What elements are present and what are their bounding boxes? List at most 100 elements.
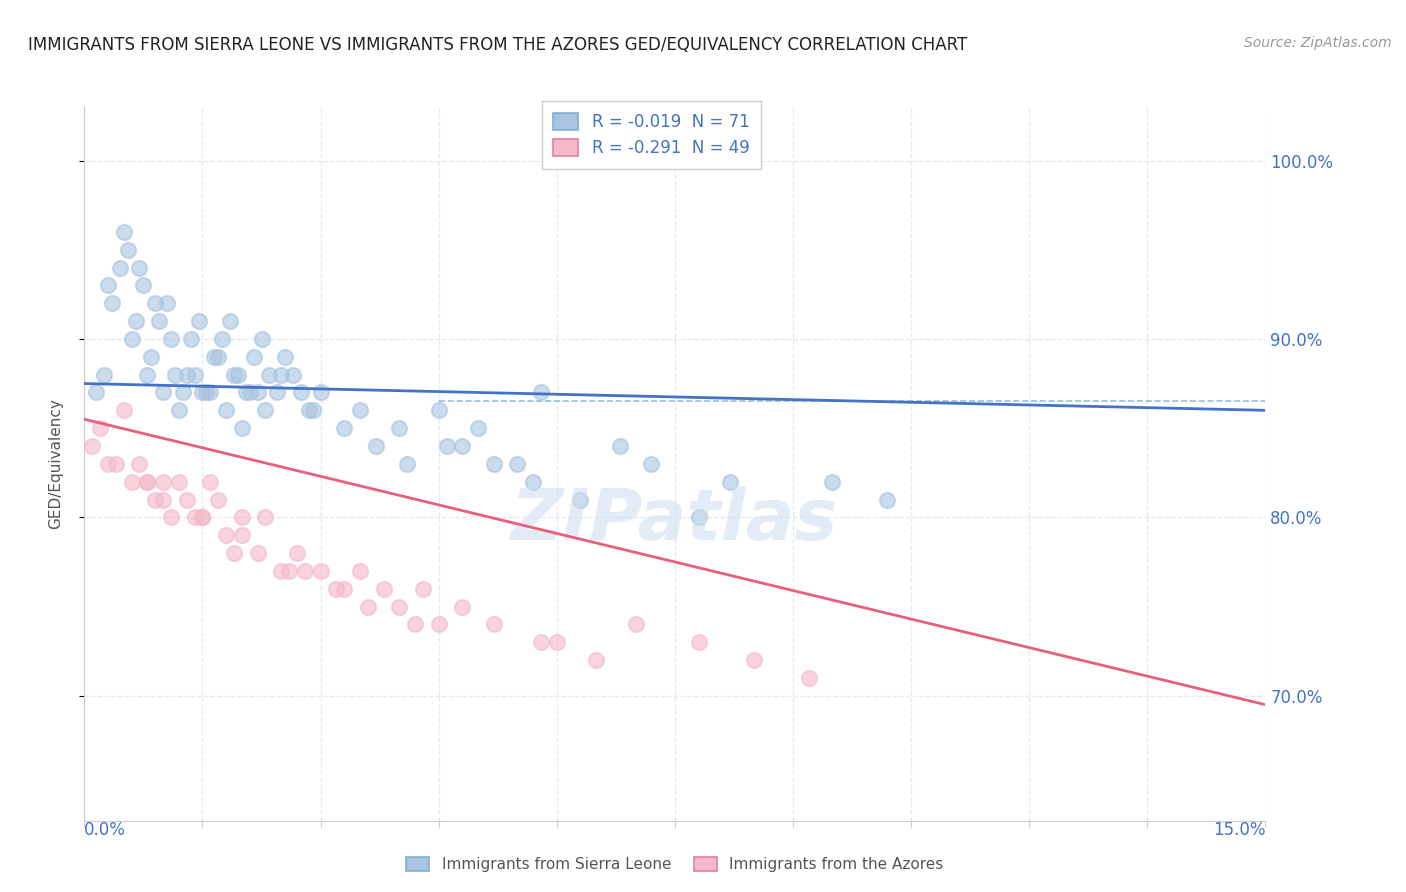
- Point: [364, 439, 387, 453]
- Point: [281, 368, 304, 382]
- Point: [143, 492, 166, 507]
- Point: [136, 368, 159, 382]
- Point: [207, 350, 229, 364]
- Point: [357, 599, 380, 614]
- Point: [506, 457, 529, 471]
- Point: [333, 582, 356, 596]
- Point: [298, 403, 321, 417]
- Point: [451, 439, 474, 453]
- Point: [388, 421, 411, 435]
- Point: [136, 475, 159, 489]
- Point: [141, 350, 163, 364]
- Point: [294, 564, 316, 578]
- Point: [84, 385, 107, 400]
- Point: [290, 385, 312, 400]
- Point: [215, 403, 238, 417]
- Point: [333, 421, 356, 435]
- Point: [585, 653, 607, 667]
- Text: ZIPatlas: ZIPatlas: [512, 486, 838, 556]
- Point: [167, 475, 190, 489]
- Point: [530, 385, 553, 400]
- Point: [250, 332, 273, 346]
- Point: [624, 617, 647, 632]
- Point: [167, 403, 190, 417]
- Point: [259, 368, 281, 382]
- Point: [215, 528, 238, 542]
- Point: [160, 332, 183, 346]
- Point: [349, 564, 371, 578]
- Point: [211, 332, 233, 346]
- Point: [222, 368, 245, 382]
- Point: [254, 403, 277, 417]
- Point: [152, 475, 174, 489]
- Point: [121, 475, 143, 489]
- Point: [396, 457, 419, 471]
- Point: [195, 385, 218, 400]
- Legend: R = -0.019  N = 71, R = -0.291  N = 49: R = -0.019 N = 71, R = -0.291 N = 49: [541, 101, 761, 169]
- Point: [128, 457, 150, 471]
- Point: [309, 385, 332, 400]
- Point: [128, 260, 150, 275]
- Point: [191, 510, 214, 524]
- Point: [176, 492, 198, 507]
- Point: [112, 225, 135, 239]
- Point: [101, 296, 124, 310]
- Point: [152, 385, 174, 400]
- Point: [609, 439, 631, 453]
- Point: [325, 582, 347, 596]
- Point: [226, 368, 249, 382]
- Point: [388, 599, 411, 614]
- Point: [270, 564, 292, 578]
- Point: [482, 617, 505, 632]
- Point: [309, 564, 332, 578]
- Legend: Immigrants from Sierra Leone, Immigrants from the Azores: Immigrants from Sierra Leone, Immigrants…: [399, 849, 950, 880]
- Point: [97, 278, 120, 293]
- Point: [89, 421, 111, 435]
- Text: 0.0%: 0.0%: [84, 821, 127, 838]
- Point: [180, 332, 202, 346]
- Point: [156, 296, 179, 310]
- Point: [301, 403, 323, 417]
- Point: [718, 475, 741, 489]
- Point: [522, 475, 544, 489]
- Point: [254, 510, 277, 524]
- Point: [231, 510, 253, 524]
- Point: [82, 439, 104, 453]
- Point: [112, 403, 135, 417]
- Point: [482, 457, 505, 471]
- Point: [546, 635, 568, 649]
- Y-axis label: GED/Equivalency: GED/Equivalency: [49, 399, 63, 529]
- Point: [530, 635, 553, 649]
- Point: [412, 582, 434, 596]
- Point: [136, 475, 159, 489]
- Point: [200, 385, 222, 400]
- Point: [278, 564, 301, 578]
- Point: [373, 582, 395, 596]
- Point: [183, 368, 205, 382]
- Point: [117, 243, 139, 257]
- Point: [124, 314, 146, 328]
- Point: [427, 403, 450, 417]
- Point: [132, 278, 155, 293]
- Point: [97, 457, 120, 471]
- Text: Source: ZipAtlas.com: Source: ZipAtlas.com: [1244, 36, 1392, 50]
- Point: [285, 546, 308, 560]
- Point: [222, 546, 245, 560]
- Point: [688, 510, 710, 524]
- Point: [172, 385, 194, 400]
- Point: [148, 314, 170, 328]
- Point: [349, 403, 371, 417]
- Point: [569, 492, 592, 507]
- Point: [200, 475, 222, 489]
- Point: [108, 260, 131, 275]
- Point: [242, 350, 264, 364]
- Point: [246, 385, 269, 400]
- Point: [219, 314, 242, 328]
- Point: [742, 653, 765, 667]
- Point: [467, 421, 489, 435]
- Point: [163, 368, 186, 382]
- Point: [191, 510, 214, 524]
- Point: [231, 421, 253, 435]
- Point: [266, 385, 288, 400]
- Text: IMMIGRANTS FROM SIERRA LEONE VS IMMIGRANTS FROM THE AZORES GED/EQUIVALENCY CORRE: IMMIGRANTS FROM SIERRA LEONE VS IMMIGRAN…: [28, 36, 967, 54]
